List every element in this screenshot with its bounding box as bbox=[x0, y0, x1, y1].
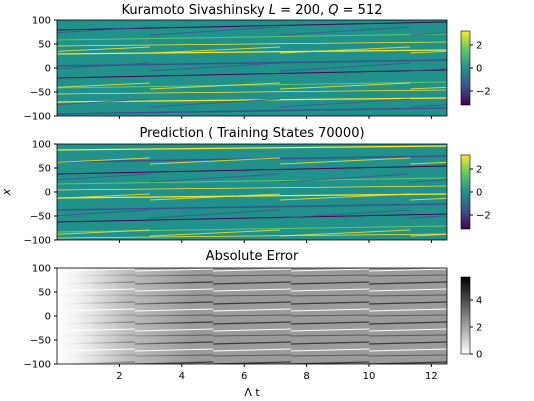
ytick-label: −50 bbox=[30, 212, 51, 223]
colorbar-prediction bbox=[460, 154, 471, 230]
ytick-label: −100 bbox=[24, 360, 51, 371]
colorbar-ticks-truth: 2 0 −2 bbox=[470, 41, 491, 98]
panel-prediction: Prediction ( Training States 70000) x 10… bbox=[0, 126, 491, 247]
xtick-label: 2 bbox=[116, 371, 122, 382]
panel-1-title: Kuramoto Sivashinsky L = 200, Q = 512 bbox=[122, 3, 383, 18]
ytick-label: 100 bbox=[32, 140, 51, 151]
yticks-prediction: 100 50 0 −50 −100 bbox=[24, 140, 57, 247]
xtick-label: 8 bbox=[303, 371, 309, 382]
heatmap-truth-detail bbox=[57, 20, 447, 116]
ytick-label: −50 bbox=[30, 336, 51, 347]
panel-3-title: Absolute Error bbox=[206, 249, 299, 264]
ytick-label: 50 bbox=[38, 40, 51, 51]
colorbar-tick-label: 0 bbox=[476, 350, 482, 361]
xtick-label: 6 bbox=[241, 371, 247, 382]
ytick-label: 50 bbox=[38, 288, 51, 299]
colorbar-tick-label: 4 bbox=[476, 296, 482, 307]
colorbar-tick-label: 0 bbox=[476, 188, 482, 199]
ytick-label: 0 bbox=[45, 188, 51, 199]
ytick-label: 100 bbox=[32, 16, 51, 27]
ytick-label: −100 bbox=[24, 236, 51, 247]
y-axis-label: x bbox=[0, 188, 13, 196]
colorbar-ticks-error: 4 2 0 bbox=[470, 296, 482, 361]
x-axis-label: Λ t bbox=[244, 386, 260, 399]
heatmap-error-fade bbox=[57, 268, 447, 364]
ytick-label: 0 bbox=[45, 64, 51, 75]
colorbar-tick-label: 0 bbox=[476, 64, 482, 75]
colorbar-tick-label: 2 bbox=[476, 41, 482, 52]
colorbar-tick-label: −2 bbox=[476, 211, 491, 222]
colorbar-ticks-prediction: 2 0 −2 bbox=[470, 165, 491, 222]
xticks-truth bbox=[118, 116, 432, 119]
panel-2-title: Prediction ( Training States 70000) bbox=[139, 126, 364, 141]
xticks-error: 2 4 6 8 10 12 bbox=[116, 364, 438, 382]
xticks-prediction bbox=[118, 240, 432, 243]
colorbar-truth bbox=[460, 30, 471, 106]
ytick-label: 100 bbox=[32, 264, 51, 275]
colorbar-tick-label: 2 bbox=[476, 165, 482, 176]
colorbar-tick-label: 2 bbox=[476, 323, 482, 334]
ytick-label: 50 bbox=[38, 164, 51, 175]
panel-error: Absolute Error 100 50 0 −50 −100 2 4 6 8… bbox=[24, 249, 483, 399]
colorbar-tick-label: −2 bbox=[476, 87, 491, 98]
xtick-label: 10 bbox=[363, 371, 376, 382]
ytick-label: −100 bbox=[24, 112, 51, 123]
xtick-label: 4 bbox=[179, 371, 185, 382]
colorbar-error bbox=[460, 276, 471, 355]
ytick-label: 0 bbox=[45, 312, 51, 323]
heatmap-prediction-detail bbox=[57, 147, 447, 243]
panel-truth: Kuramoto Sivashinsky L = 200, Q = 512 10… bbox=[24, 3, 491, 123]
ytick-label: −50 bbox=[30, 88, 51, 99]
yticks-truth: 100 50 0 −50 −100 bbox=[24, 16, 57, 123]
xtick-label: 12 bbox=[425, 371, 438, 382]
yticks-error: 100 50 0 −50 −100 bbox=[24, 264, 57, 371]
